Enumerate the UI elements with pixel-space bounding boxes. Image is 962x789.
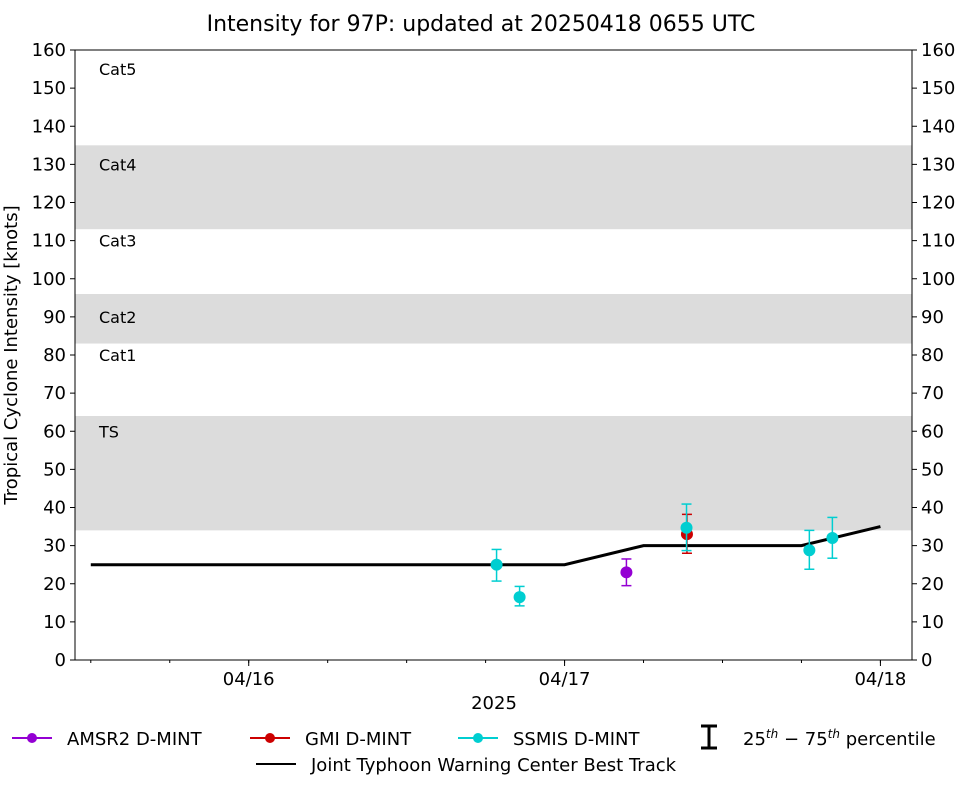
category-band bbox=[75, 145, 912, 230]
legend-besttrack: Joint Typhoon Warning Center Best Track bbox=[310, 755, 677, 776]
category-label: Cat4 bbox=[99, 155, 136, 174]
x-tick-label: 04/16 bbox=[223, 669, 275, 690]
x-tick-label: 04/17 bbox=[539, 669, 591, 690]
y-tick-label-right: 120 bbox=[921, 193, 955, 214]
y-tick-label-right: 60 bbox=[921, 421, 944, 442]
legend-amsr2: AMSR2 D-MINT bbox=[67, 729, 203, 750]
y-tick-label: 50 bbox=[43, 459, 66, 480]
legend-marker-ssmis bbox=[473, 733, 483, 743]
y-tick-label: 90 bbox=[43, 307, 66, 328]
y-tick-label: 160 bbox=[32, 40, 66, 61]
y-tick-label: 80 bbox=[43, 345, 66, 366]
y-tick-label-right: 0 bbox=[921, 650, 932, 671]
y-tick-label: 140 bbox=[32, 116, 66, 137]
y-tick-label: 40 bbox=[43, 498, 66, 519]
y-tick-label-right: 50 bbox=[921, 459, 944, 480]
y-tick-label: 150 bbox=[32, 78, 66, 99]
y-tick-label-right: 100 bbox=[921, 269, 955, 290]
category-label: Cat5 bbox=[99, 60, 136, 79]
y-tick-label-right: 40 bbox=[921, 498, 944, 519]
legend-marker-amsr2 bbox=[27, 733, 37, 743]
y-tick-label: 130 bbox=[32, 154, 66, 175]
legend-gmi: GMI D-MINT bbox=[305, 729, 412, 750]
y-tick-label: 110 bbox=[32, 231, 66, 252]
y-tick-label: 0 bbox=[55, 650, 66, 671]
y-tick-label-right: 20 bbox=[921, 574, 944, 595]
y-tick-label-right: 30 bbox=[921, 536, 944, 557]
y-tick-label-right: 150 bbox=[921, 78, 955, 99]
legend: AMSR2 D-MINT GMI D-MINT SSMIS D-MINT 25t… bbox=[12, 724, 936, 776]
data-point bbox=[513, 591, 526, 604]
y-tick-label-right: 10 bbox=[921, 612, 944, 633]
legend-percentile: 25th − 75th percentile bbox=[743, 727, 936, 750]
y-tick-label-right: 140 bbox=[921, 116, 955, 137]
data-point bbox=[490, 558, 503, 571]
y-tick-label: 30 bbox=[43, 536, 66, 557]
legend-ssmis: SSMIS D-MINT bbox=[513, 729, 640, 750]
y-tick-label: 60 bbox=[43, 421, 66, 442]
category-band bbox=[75, 416, 912, 531]
chart-title: Intensity for 97P: updated at 20250418 0… bbox=[207, 12, 756, 37]
y-tick-label: 10 bbox=[43, 612, 66, 633]
category-label: Cat1 bbox=[99, 346, 136, 365]
y-tick-label-right: 160 bbox=[921, 40, 955, 61]
y-tick-label-right: 90 bbox=[921, 307, 944, 328]
category-label: Cat3 bbox=[99, 232, 136, 251]
y-tick-label-right: 80 bbox=[921, 345, 944, 366]
y-tick-label: 100 bbox=[32, 269, 66, 290]
data-point bbox=[803, 544, 816, 557]
category-label: Cat2 bbox=[99, 308, 136, 327]
errorbar-legend-icon bbox=[701, 724, 717, 750]
category-label: TS bbox=[98, 422, 119, 441]
y-tick-label-right: 110 bbox=[921, 231, 955, 252]
data-point bbox=[620, 566, 633, 579]
x-tick-label: 04/18 bbox=[854, 669, 906, 690]
y-axis-label: Tropical Cyclone Intensity [knots] bbox=[1, 205, 22, 505]
y-tick-label: 20 bbox=[43, 574, 66, 595]
legend-marker-gmi bbox=[265, 733, 275, 743]
y-tick-label: 120 bbox=[32, 193, 66, 214]
category-band bbox=[75, 294, 912, 344]
data-point bbox=[680, 521, 693, 534]
y-tick-label-right: 70 bbox=[921, 383, 944, 404]
y-tick-label: 70 bbox=[43, 383, 66, 404]
best-track-line bbox=[90, 525, 881, 567]
y-tick-label-right: 130 bbox=[921, 154, 955, 175]
x-axis-label: 2025 bbox=[471, 693, 517, 714]
data-point bbox=[826, 532, 839, 544]
